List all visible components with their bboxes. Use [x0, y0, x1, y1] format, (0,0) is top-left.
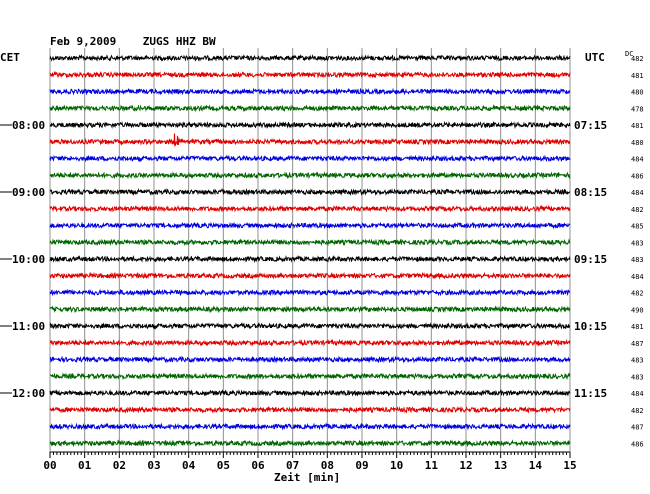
trace-row-15: [49, 288, 570, 297]
x-tick-label: 13: [494, 459, 507, 472]
hour-labels: 08:00 09:00 10:00 11:00 12:00 07:15 08:15 09:15…: [0, 119, 607, 400]
trace-row-19: [49, 355, 571, 364]
right-hour-label: 08:15: [574, 186, 607, 199]
dc-offset-value: 483: [631, 239, 644, 247]
right-hour-label: 10:15: [574, 320, 607, 333]
trace-row-23: [49, 422, 571, 431]
x-axis-label: Zeit [min]: [274, 471, 340, 484]
dc-offset-value: 484: [631, 156, 644, 164]
trace-row-14: [49, 271, 571, 280]
trace-row-18: [49, 338, 571, 347]
trace-row-2: [49, 70, 571, 79]
right-timezone-label: UTC: [585, 51, 605, 64]
dc-offset-value: 486: [631, 172, 644, 180]
trace-row-9: [49, 187, 571, 197]
dc-offset-value: 483: [631, 256, 644, 264]
x-tick-label: 03: [147, 459, 160, 472]
trace-row-13: [49, 254, 571, 264]
dc-offset-value: 486: [631, 440, 644, 448]
left-hour-label: 12:00: [12, 387, 45, 400]
x-tick-label: 15: [563, 459, 576, 472]
trace-row-1: [49, 53, 571, 62]
x-tick-label: 00: [43, 459, 56, 472]
minute-gridlines: [49, 48, 571, 452]
dc-offset-value: 487: [631, 340, 644, 348]
x-tick-label: 14: [529, 459, 543, 472]
x-tick-label: 07: [286, 459, 299, 472]
trace-row-4: [49, 104, 571, 113]
trace-row-21: [49, 388, 571, 397]
x-axis: 00 01 02 03 04 05 06 07 08 09 10 11 12 13 14 15: [43, 451, 577, 472]
x-tick-label: 08: [321, 459, 334, 472]
chart-title: Feb 9,2009 ZUGS HHZ BW: [50, 35, 216, 48]
trace-row-20: [49, 372, 571, 381]
dc-offset-value: 484: [631, 273, 644, 281]
trace-row-6: [49, 133, 571, 147]
left-hour-label: 08:00: [12, 119, 45, 132]
trace-row-8: [49, 171, 571, 180]
trace-row-11: [49, 221, 571, 230]
dc-offset-value: 482: [631, 55, 644, 63]
trace-row-3: [49, 87, 570, 96]
dc-offset-value: 483: [631, 373, 644, 381]
trace-row-12: [49, 238, 571, 247]
x-tick-label: 06: [251, 459, 265, 472]
dc-offset-value: 482: [631, 407, 644, 415]
right-hour-label: 09:15: [574, 253, 607, 266]
dc-header-label: DC: [625, 50, 633, 58]
x-tick-label: 01: [78, 459, 92, 472]
left-hour-label: 11:00: [12, 320, 45, 333]
x-tick-label: 11: [425, 459, 439, 472]
trace-row-10: [49, 204, 571, 213]
trace-row-22: [49, 405, 571, 414]
dc-offset-value: 483: [631, 357, 644, 365]
dc-offset-value: 481: [631, 72, 644, 80]
x-tick-label: 02: [113, 459, 126, 472]
dc-offset-value: 484: [631, 390, 644, 398]
trace-row-24: [49, 439, 571, 448]
trace-row-17: [49, 321, 571, 331]
trace-row-7: [49, 154, 571, 163]
x-tick-label: 12: [459, 459, 472, 472]
left-timezone-label: CET: [0, 51, 20, 64]
dc-offset-value: 487: [631, 424, 644, 432]
right-hour-label: 07:15: [574, 119, 607, 132]
dc-offset-value: 480: [631, 89, 644, 97]
dc-offset-labels: 482 481 480 478 481 480 484 486 484 482 485 483 483 4…: [631, 55, 644, 448]
right-hour-label: 11:15: [574, 387, 607, 400]
dc-offset-value: 482: [631, 290, 644, 298]
dc-offset-value: 480: [631, 139, 644, 147]
x-tick-label: 05: [217, 459, 230, 472]
x-tick-label: 10: [390, 459, 403, 472]
dc-offset-value: 478: [631, 105, 644, 113]
dc-offset-value: 482: [631, 206, 644, 214]
trace-group: [49, 53, 571, 448]
dc-offset-value: 485: [631, 223, 644, 231]
left-hour-label: 10:00: [12, 253, 45, 266]
trace-row-16: [49, 305, 571, 314]
x-tick-label: 09: [355, 459, 368, 472]
left-hour-label: 09:00: [12, 186, 45, 199]
trace-row-5: [49, 120, 571, 130]
x-tick-label: 04: [182, 459, 196, 472]
dc-offset-value: 490: [631, 306, 644, 314]
dc-offset-value: 484: [631, 189, 644, 197]
dc-offset-value: 481: [631, 323, 644, 331]
dc-offset-value: 481: [631, 122, 644, 130]
